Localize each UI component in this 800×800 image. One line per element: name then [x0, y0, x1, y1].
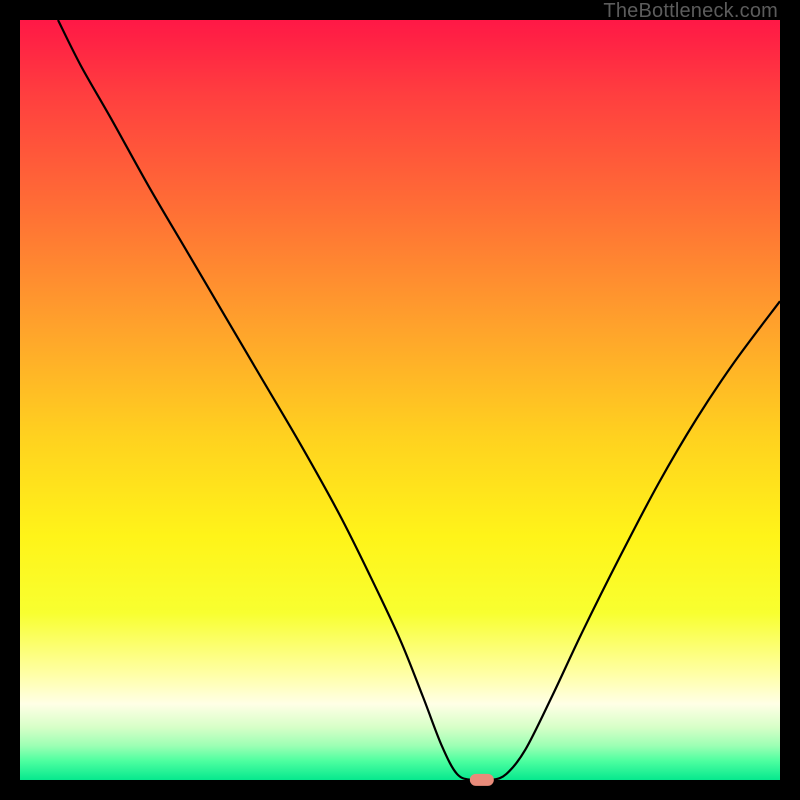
minimum-marker: [470, 774, 494, 786]
plot-area: [20, 20, 780, 780]
chart-frame: TheBottleneck.com: [0, 0, 800, 800]
watermark-text: TheBottleneck.com: [603, 0, 778, 23]
bottleneck-curve: [20, 20, 780, 780]
